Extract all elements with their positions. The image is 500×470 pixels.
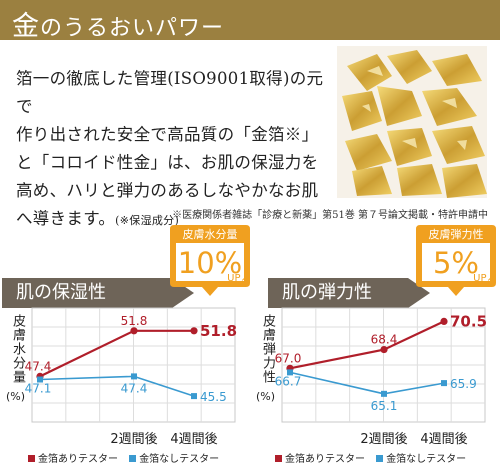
source-note: ※医療関係者雑誌「診療と新薬」第51巻 第７号論文掲載・特許申請中 [172, 210, 488, 221]
data-label: 67.0 [275, 351, 302, 365]
data-point [381, 390, 387, 397]
data-label: 47.4 [25, 359, 52, 373]
badge-moisture: 皮膚水分量 10% UP↗ [168, 223, 252, 297]
description-line: 高め、ハリと弾力のあるしなやかなお肌 [16, 181, 319, 200]
badge-elasticity-value: 5% [433, 246, 479, 280]
legend-label-gold: 金箔ありテスター [38, 454, 118, 465]
chart-elasticity: 2週間後 4週間後 67.0 68.4 70.5 66.7 65.1 65.9 [275, 307, 487, 447]
gold-leaf-photo [337, 46, 487, 198]
badge-moisture-value: 10% [178, 246, 242, 280]
section-title: 金のうるおいパワー [12, 4, 224, 43]
ylabel-moisture: 皮膚水分量 [10, 314, 25, 384]
data-point [131, 373, 137, 380]
badge-elasticity: 皮膚弾力性 5% UP↗ [414, 223, 498, 297]
description-line: 箔一の徹底した管理(ISO9001取得)の元で [16, 69, 324, 116]
x-tick-label: 4週間後 [170, 432, 217, 447]
data-point [440, 317, 448, 326]
legend-elasticity: 金箔ありテスター 金箔なしテスター [275, 450, 466, 465]
data-point [37, 376, 43, 383]
legend-item-control: 金箔なしテスター [129, 454, 219, 465]
section-header: 金のうるおいパワー [0, 0, 500, 43]
legend-item-gold: 金箔ありテスター [275, 454, 365, 465]
badge-moisture-unit: UP↗ [227, 273, 249, 284]
data-point [191, 393, 197, 400]
x-tick-label: 2週間後 [110, 432, 157, 447]
badge-moisture-bg: 皮膚水分量 10% UP↗ [170, 225, 250, 296]
legend-label-control: 金箔なしテスター [139, 454, 220, 465]
data-point [190, 327, 198, 335]
description-line: 作り出された安全で高品質の「金箔※」 [16, 125, 319, 144]
badge-elasticity-label: 皮膚弾力性 [429, 227, 484, 241]
data-label: 47.4 [121, 381, 148, 395]
legend-swatch-gold [28, 455, 35, 462]
description-note: (※保湿成分) [115, 214, 180, 227]
gold-leaf-image [337, 46, 487, 198]
section-title-kanji: 金 [12, 11, 40, 42]
yunit-moisture: (%) [6, 390, 26, 403]
data-point [287, 369, 293, 376]
section-title-rest: のうるおいパワー [40, 16, 225, 41]
data-label: 65.9 [450, 377, 477, 391]
data-label: 66.7 [275, 374, 302, 388]
x-tick-label: 2週間後 [360, 432, 407, 447]
badge-elasticity-bg: 皮膚弾力性 5% UP↗ [416, 225, 496, 296]
description-text: 箔一の徹底した管理(ISO9001取得)の元で 作り出された安全で高品質の「金箔… [16, 65, 336, 235]
data-point [380, 345, 388, 354]
chart-title-moisture: 肌の保湿性 [2, 278, 194, 308]
data-label: 51.8 [121, 314, 148, 328]
data-label: 65.1 [371, 399, 398, 413]
ylabel-elasticity: 皮膚弾力性 [260, 314, 275, 384]
data-label: 68.4 [371, 333, 398, 347]
legend-swatch-control [129, 455, 137, 462]
x-tick-label: 4週間後 [420, 432, 467, 447]
legend-moisture: 金箔ありテスター 金箔なしテスター [28, 450, 219, 465]
yunit-elasticity: (%) [256, 390, 276, 403]
data-point [130, 327, 138, 335]
data-label: 51.8 [200, 322, 237, 340]
data-label: 47.1 [25, 382, 52, 396]
legend-item-gold: 金箔ありテスター [28, 454, 118, 465]
badge-moisture-label: 皮膚水分量 [183, 227, 238, 241]
badge-elasticity-unit: UP↗ [473, 273, 495, 284]
legend-item-control: 金箔なしテスター [376, 454, 466, 465]
description-line-end: へ導きます。 [16, 209, 116, 228]
legend-label-control: 金箔なしテスター [386, 454, 467, 465]
description-line: と「コロイド性金」は、お肌の保湿力を [16, 153, 319, 172]
description-line: へ導きます。(※保湿成分) [16, 205, 336, 235]
data-label: 45.5 [200, 390, 227, 404]
data-point [441, 380, 447, 387]
chart-title-elasticity: 肌の弾力性 [268, 278, 430, 308]
legend-swatch-control [376, 455, 384, 462]
legend-label-gold: 金箔ありテスター [285, 454, 365, 465]
chart-moisture: 2週間後 4週間後 47.4 51.8 51.8 47.1 47.4 45.5 [25, 307, 237, 447]
legend-swatch-gold [275, 455, 282, 462]
data-label: 70.5 [450, 312, 487, 330]
